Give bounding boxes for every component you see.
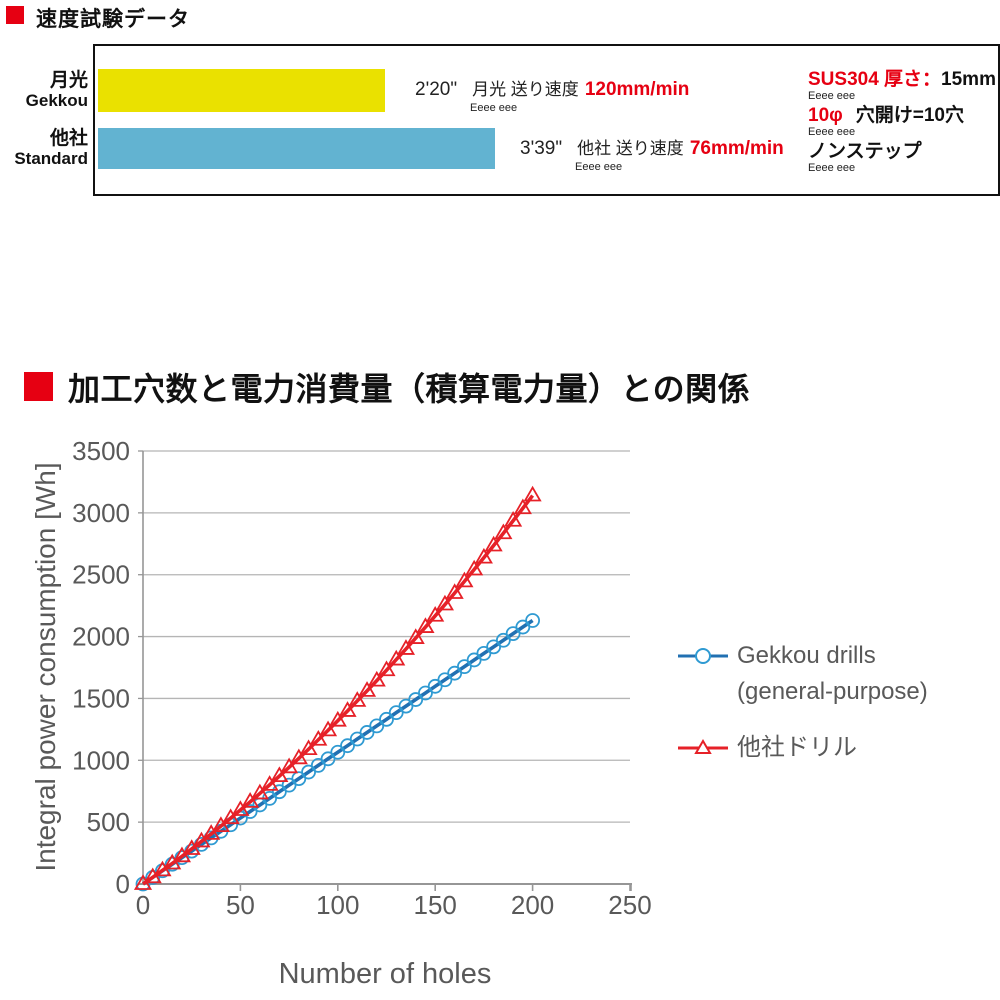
gekkou-time: 2'20" [415,79,458,100]
section2-heading: 加工穴数と電力消費量（積算電力量）との関係 [68,371,751,407]
standard-bar [98,128,496,169]
standard-speed: 76mm/min [689,138,784,159]
condition-material-sub: Eeee eee [808,90,856,102]
legend-item-tasha: 他社ドリル [677,730,967,766]
svg-text:3500: 3500 [72,436,130,466]
standard-axis-label: 他社 Standard [0,128,88,168]
section1-heading: 速度試験データ [36,8,190,31]
standard-label-ja: 他社 [49,128,88,149]
legend-label-tasha: 他社ドリル [737,734,857,761]
svg-text:0: 0 [116,869,130,899]
standard-annotation: 3'39" 他社 送り速度 76mm/min Eeee eee [520,134,784,173]
svg-text:1500: 1500 [72,683,130,713]
condition-holes: 10φ 穴開け=10穴 [808,106,996,126]
condition-holes-red: 10φ [808,105,843,126]
speed-test-box: 2'20" 月光 送り速度 120mm/min Eeee eee 3'39" 他… [93,44,1000,196]
svg-text:3000: 3000 [72,498,130,528]
svg-text:100: 100 [316,890,359,920]
svg-text:250: 250 [608,890,651,920]
condition-nonstep-black: ノンステップ [808,141,922,162]
test-conditions: SUS304 厚さ：15mm Eeee eee 10φ 穴開け=10穴 Eeee … [808,70,996,178]
condition-nonstep: ノンステップ [808,142,996,162]
svg-text:50: 50 [226,890,255,920]
standard-label-en: Standard [14,149,88,169]
x-axis-title: Number of holes [278,958,492,990]
gekkou-desc: 月光 送り速度 [472,80,579,99]
gekkou-axis-label: 月光 Gekkou [0,70,88,110]
condition-material-black: 15mm [941,69,996,90]
condition-holes-black: 穴開け=10穴 [855,105,964,126]
section2-bullet-square [24,372,53,401]
standard-desc: 他社 送り速度 [577,139,684,158]
condition-holes-sub: Eeee eee [808,126,856,138]
condition-material: SUS304 厚さ：15mm [808,70,996,90]
section1-bullet-square [6,6,24,24]
gekkou-subtext: Eeee eee [470,102,518,114]
condition-nonstep-sub: Eeee eee [808,162,856,174]
standard-subtext: Eeee eee [575,161,623,173]
svg-text:0: 0 [136,890,150,920]
svg-text:2000: 2000 [72,622,130,652]
svg-text:2500: 2500 [72,560,130,590]
gekkou-annotation: 2'20" 月光 送り速度 120mm/min Eeee eee [415,75,689,114]
chart-legend: Gekkou drills (general-purpose) 他社ドリル [677,638,967,766]
gekkou-line-marker-icon [678,648,728,664]
svg-text:200: 200 [511,890,554,920]
gekkou-bar [98,69,386,112]
tasha-line-marker-icon [678,739,728,754]
gekkou-label-ja: 月光 [49,70,88,91]
svg-text:500: 500 [87,807,130,837]
legend-label-gekkou: Gekkou drills (general-purpose) [737,642,928,705]
legend-item-gekkou: Gekkou drills (general-purpose) [677,638,967,710]
svg-text:150: 150 [414,890,457,920]
svg-text:1000: 1000 [72,745,130,775]
y-axis-title: Integral power consumption [Wh] [30,462,61,872]
gekkou-label-en: Gekkou [25,91,88,111]
gekkou-speed: 120mm/min [584,79,690,100]
standard-time: 3'39" [520,138,563,159]
condition-material-red: SUS304 厚さ： [808,69,942,90]
power-chart-svg: 0 500 1000 1500 2000 2500 3000 3500 0 50 100 150 200… [72,436,652,920]
power-consumption-chart: 0 500 1000 1500 2000 2500 3000 3500 0 50 100 150 200… [0,425,1000,1000]
